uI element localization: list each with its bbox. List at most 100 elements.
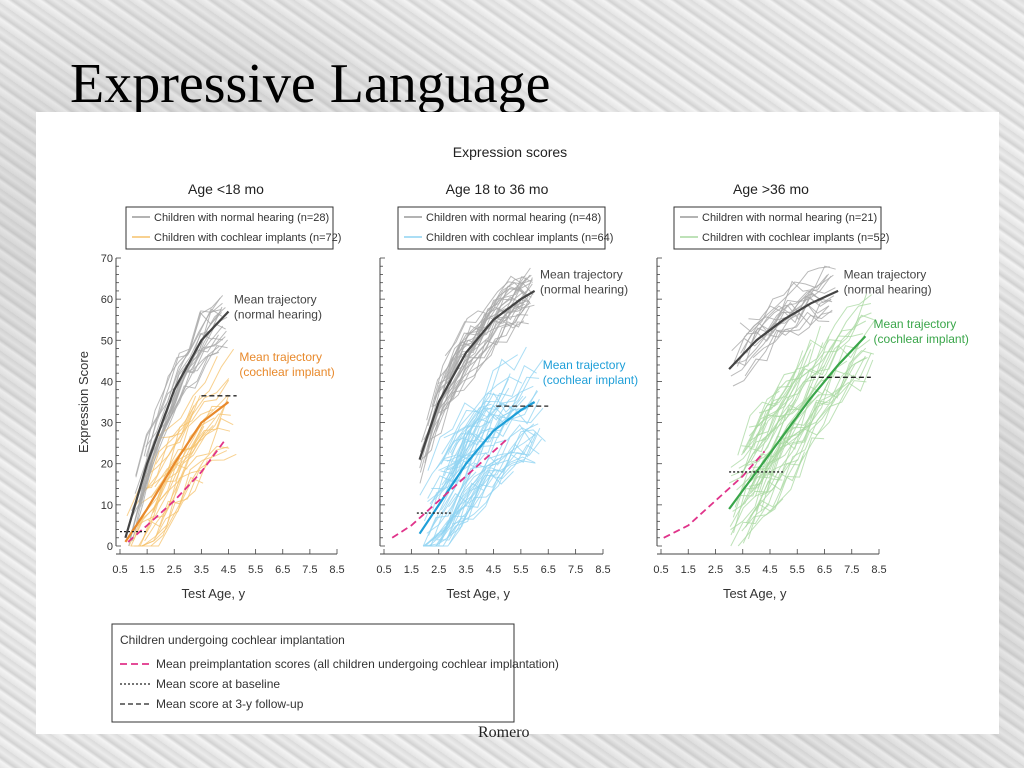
figure-title: Expression scores <box>453 144 567 160</box>
ci-individual-trajectory <box>144 410 194 478</box>
ci-individual-trajectory <box>147 417 234 528</box>
x-tick-label: 2.5 <box>431 564 446 576</box>
ci-individual-trajectory <box>760 352 872 512</box>
x-axis-label: Test Age, y <box>723 586 787 601</box>
legend-box <box>397 206 606 250</box>
mean-trajectory-annotation: Mean trajectory <box>844 268 927 282</box>
ci-individual-trajectory <box>426 458 525 547</box>
panel-title: Age >36 mo <box>733 181 809 197</box>
chart-panel-2: Age 18 to 36 mo Children with normal hear… <box>376 181 638 601</box>
mean-trajectory-normal-hearing <box>418 289 536 460</box>
x-tick-label: 6.5 <box>275 564 290 576</box>
ci-individual-trajectory <box>431 407 544 528</box>
ci-individual-trajectory <box>142 379 230 492</box>
x-tick-label: 7.5 <box>302 564 317 576</box>
x-tick-label: 8.5 <box>595 564 610 576</box>
ci-individual-trajectory <box>449 431 537 535</box>
mean-trajectory-cochlear-implant <box>728 335 867 510</box>
panel-title: Age 18 to 36 mo <box>446 181 549 197</box>
ci-individual-trajectory <box>446 429 546 539</box>
ci-individual-trajectory <box>747 458 798 540</box>
mean-trajectory-annotation: Mean trajectory <box>540 268 623 282</box>
x-tick-label: 4.5 <box>486 564 501 576</box>
ci-individual-trajectory <box>427 402 515 499</box>
mean-trajectory-annotation: (cochlear implant) <box>239 365 334 379</box>
x-tick-label: 4.5 <box>762 564 777 576</box>
legend-label: Children with cochlear implants (n=64) <box>426 232 613 244</box>
ci-individual-trajectory <box>440 376 540 475</box>
bottom-legend-label: Mean score at baseline <box>156 677 280 691</box>
x-tick-label: 3.5 <box>458 564 473 576</box>
y-tick-label: 30 <box>101 418 113 430</box>
nh-individual-trajectory <box>748 265 836 321</box>
ci-individual-trajectory <box>728 422 767 484</box>
ci-individual-trajectory <box>146 395 197 490</box>
ci-individual-trajectory <box>430 439 506 547</box>
chart-panel-1: Age <18 mo Children with normal hearing (… <box>76 181 345 601</box>
ci-individual-trajectory <box>749 349 812 442</box>
legend-label: Children with cochlear implants (n=52) <box>702 232 889 244</box>
nh-individual-trajectory <box>754 296 832 344</box>
mean-trajectory-annotation: (normal hearing) <box>234 307 322 321</box>
ci-individual-trajectory <box>423 423 535 547</box>
x-tick-label: 1.5 <box>404 564 419 576</box>
nh-individual-trajectory <box>419 306 530 484</box>
mean-trajectory-cochlear-implant <box>418 401 536 535</box>
ci-individual-trajectory <box>429 504 468 542</box>
y-tick-label: 70 <box>101 253 113 265</box>
nh-individual-trajectory <box>751 273 830 343</box>
bottom-legend-title: Children undergoing cochlear implantatio… <box>120 633 345 647</box>
ci-individual-trajectory <box>141 476 204 547</box>
ci-individual-trajectory <box>450 392 501 456</box>
x-axis-label: Test Age, y <box>182 586 246 601</box>
y-tick-label: 20 <box>101 459 113 471</box>
ci-individual-trajectory <box>760 312 872 441</box>
ci-individual-trajectory <box>154 394 229 488</box>
x-tick-label: 3.5 <box>194 564 209 576</box>
x-tick-label: 7.5 <box>844 564 859 576</box>
ci-individual-trajectory <box>449 364 537 454</box>
expression-scores-figure: Expression scores Age <18 mo Children with… <box>76 144 969 723</box>
x-tick-label: 0.5 <box>112 564 127 576</box>
ci-individual-trajectory <box>747 345 859 484</box>
mean-preimplantation-line <box>127 438 227 543</box>
slide-footer: Romero <box>478 724 530 741</box>
ci-individual-trajectory <box>134 460 208 547</box>
ci-individual-trajectory <box>142 425 205 540</box>
ci-individual-trajectory <box>745 478 783 528</box>
x-tick-label: 7.5 <box>568 564 583 576</box>
nh-individual-trajectory <box>740 294 829 354</box>
mean-trajectory-cochlear-implant <box>124 401 230 543</box>
bottom-legend-label: Mean score at 3-y follow-up <box>156 697 304 711</box>
mean-trajectory-annotation: (normal hearing) <box>540 283 628 297</box>
nh-individual-trajectory <box>134 308 222 510</box>
ci-individual-trajectory <box>138 463 188 547</box>
ci-individual-trajectory <box>741 455 804 532</box>
ci-individual-trajectory <box>447 376 523 455</box>
nh-individual-trajectory <box>732 299 832 387</box>
ci-individual-trajectory <box>144 427 231 542</box>
x-tick-label: 3.5 <box>735 564 750 576</box>
legend-box <box>673 206 882 250</box>
mean-trajectory-annotation: (normal hearing) <box>844 283 932 297</box>
mean-trajectory-annotation: Mean trajectory <box>239 350 322 364</box>
x-axis-label: Test Age, y <box>446 586 510 601</box>
x-tick-label: 8.5 <box>329 564 344 576</box>
y-tick-label: 0 <box>107 541 113 553</box>
x-tick-label: 5.5 <box>790 564 805 576</box>
x-tick-label: 5.5 <box>248 564 263 576</box>
x-tick-label: 0.5 <box>376 564 391 576</box>
y-axis-label: Expression Score <box>76 351 91 453</box>
x-tick-label: 4.5 <box>221 564 236 576</box>
ci-individual-trajectory <box>730 355 866 531</box>
ci-individual-trajectory <box>755 347 867 489</box>
panel-title: Age <18 mo <box>188 181 264 197</box>
mean-preimplantation-line <box>663 450 766 539</box>
ci-individual-trajectory <box>730 374 855 536</box>
legend-box <box>125 206 334 250</box>
nh-individual-trajectory <box>731 266 830 352</box>
mean-trajectory-annotation: (cochlear implant) <box>874 332 969 346</box>
ci-individual-trajectory <box>427 346 527 471</box>
ci-individual-trajectory <box>155 378 230 465</box>
ci-individual-trajectory <box>737 342 812 456</box>
